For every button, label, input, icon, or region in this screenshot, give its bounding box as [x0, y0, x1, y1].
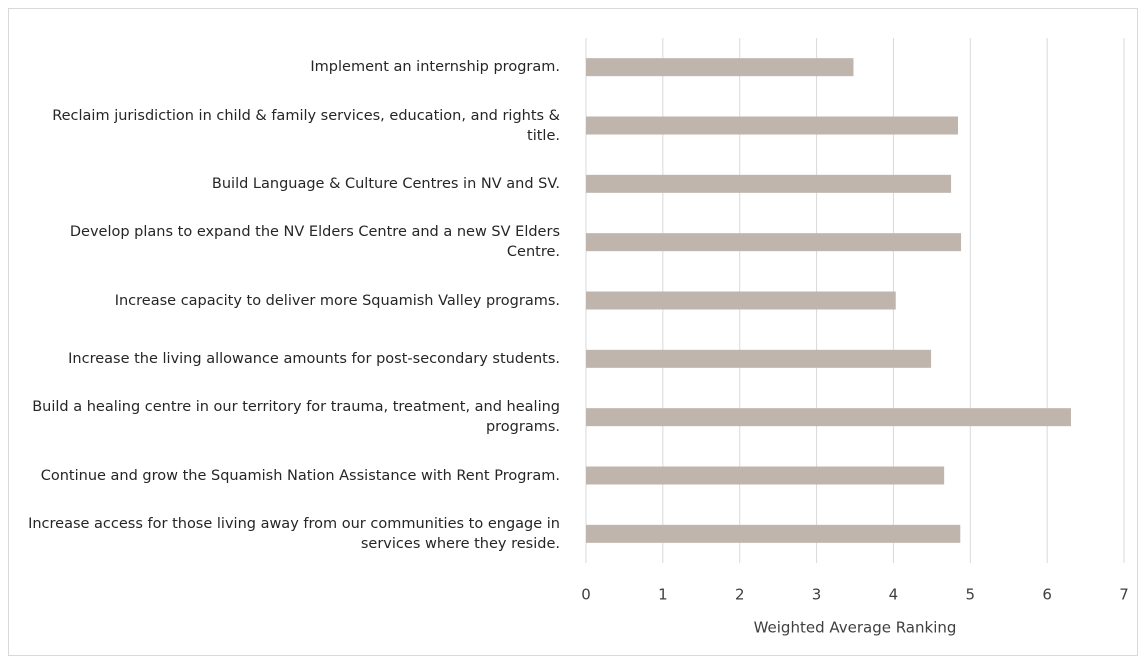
category-label-box: Implement an internship program. — [10, 57, 560, 77]
x-tick-label: 0 — [581, 586, 591, 604]
category-label-box: Develop plans to expand the NV Elders Ce… — [10, 222, 560, 262]
category-label-box: Increase access for those living away fr… — [10, 514, 560, 554]
y-tick-label: Increase capacity to deliver more Squami… — [114, 292, 560, 309]
x-tick-label: 7 — [1119, 586, 1129, 604]
bar — [586, 466, 945, 485]
category-label-box: Continue and grow the Squamish Nation As… — [10, 466, 560, 486]
bar — [586, 408, 1071, 427]
bar — [586, 58, 854, 77]
chart-border — [8, 8, 1138, 656]
y-tick-label: Reclaim jurisdiction in child & family s… — [52, 107, 560, 144]
y-tick-label: Build a healing centre in our territory … — [32, 399, 560, 436]
x-tick-label: 5 — [966, 586, 976, 604]
bar — [586, 174, 952, 193]
y-tick-label: Implement an internship program. — [310, 59, 560, 76]
bar — [586, 291, 896, 310]
y-tick-label: Continue and grow the Squamish Nation As… — [40, 467, 560, 484]
bar — [586, 116, 958, 135]
y-tick-label: Increase access for those living away fr… — [28, 515, 560, 552]
bar — [586, 524, 961, 543]
x-tick-label: 6 — [1042, 586, 1052, 604]
category-label-box: Increase capacity to deliver more Squami… — [10, 291, 560, 311]
category-label-box: Build a healing centre in our territory … — [10, 397, 560, 437]
x-tick-label: 1 — [658, 586, 668, 604]
category-label-box: Build Language & Culture Centres in NV a… — [10, 174, 560, 194]
y-tick-label: Increase the living allowance amounts fo… — [68, 350, 560, 367]
x-tick-label: 3 — [812, 586, 822, 604]
category-label-box: Increase the living allowance amounts fo… — [10, 349, 560, 369]
y-tick-label: Develop plans to expand the NV Elders Ce… — [69, 224, 560, 261]
x-tick-label: 4 — [889, 586, 899, 604]
y-tick-label: Build Language & Culture Centres in NV a… — [211, 175, 560, 192]
bar — [586, 349, 932, 368]
category-label-box: Reclaim jurisdiction in child & family s… — [10, 106, 560, 146]
bar — [586, 233, 962, 252]
x-tick-label: 2 — [735, 586, 745, 604]
x-axis-title: Weighted Average Ranking — [754, 619, 957, 637]
